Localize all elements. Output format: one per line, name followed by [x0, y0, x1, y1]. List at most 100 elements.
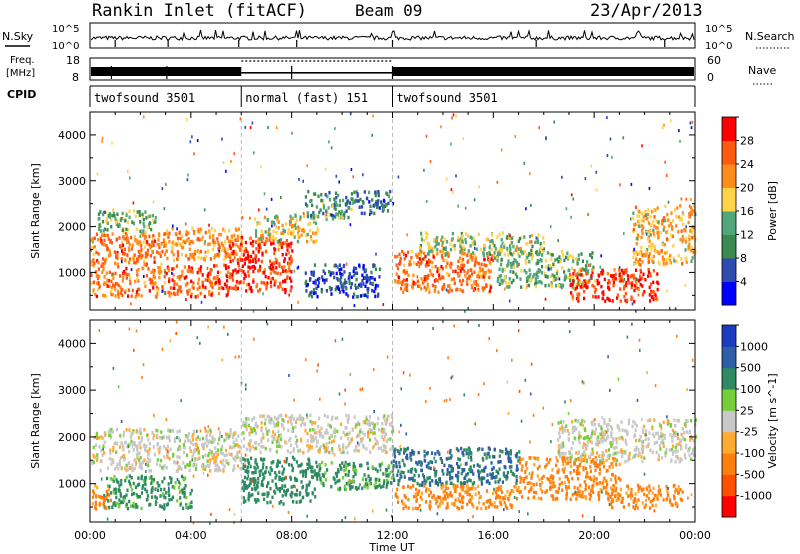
- power-scatter-cell: [129, 176, 131, 180]
- velocity-cell: [355, 423, 358, 427]
- velocity-cell: [244, 458, 247, 462]
- power-cell: [187, 231, 190, 235]
- power-cell: [162, 238, 165, 242]
- velocity-cell: [271, 495, 274, 500]
- power-cell: [292, 230, 295, 234]
- power-cell: [236, 234, 240, 239]
- power-cell: [467, 234, 470, 238]
- velocity-cell: [143, 443, 146, 447]
- power-cell: [665, 261, 668, 266]
- velocity-cell: [345, 445, 348, 450]
- power-scatter-cell: [611, 155, 613, 159]
- power-cell: [271, 276, 274, 281]
- velocity-cell: [295, 488, 299, 493]
- power-cell: [515, 260, 519, 265]
- power-cell: [427, 258, 430, 262]
- power-cell: [165, 271, 168, 276]
- velocity-cell: [396, 495, 399, 499]
- power-scatter-cell: [293, 269, 296, 273]
- power-cell: [122, 235, 125, 239]
- power-cell: [217, 247, 220, 251]
- power-cell: [99, 229, 102, 233]
- power-cell: [274, 270, 277, 275]
- power-cell: [563, 258, 566, 262]
- velocity-cell: [362, 443, 365, 447]
- power-cell: [340, 272, 343, 277]
- power-cell: [469, 278, 472, 283]
- velocity-cell: [261, 466, 265, 470]
- power-cell: [538, 250, 542, 255]
- power-cell: [512, 250, 515, 255]
- power-scatter-cell: [268, 266, 270, 269]
- nsky-line: [90, 29, 695, 42]
- power-cell: [203, 241, 206, 246]
- power-cell: [117, 289, 120, 294]
- power-cell: [306, 232, 309, 237]
- power-cell: [176, 292, 179, 296]
- velocity-cell: [293, 457, 296, 462]
- power-cell: [239, 236, 242, 240]
- power-cell: [457, 238, 460, 242]
- power-cell: [684, 229, 687, 233]
- velocity-cell: [285, 457, 288, 461]
- power-cell: [217, 291, 221, 296]
- velocity-cell: [229, 428, 232, 432]
- power-cell: [507, 253, 510, 257]
- power-cell: [234, 268, 237, 272]
- velocity-cell: [285, 441, 288, 445]
- power-cell: [156, 242, 159, 247]
- velocity-cell: [477, 484, 480, 489]
- power-cell: [99, 236, 102, 240]
- power-cell: [279, 284, 282, 289]
- velocity-cell: [483, 469, 486, 473]
- velocity-cell: [285, 460, 288, 464]
- power-cell: [271, 238, 274, 242]
- velocity-cell: [288, 416, 291, 420]
- nsearch-label: N.Search: [745, 30, 795, 43]
- power-scatter-cell: [230, 159, 232, 163]
- velocity-cell: [264, 470, 267, 474]
- power-cell: [483, 244, 486, 248]
- power-cell: [646, 217, 649, 221]
- power-cell: [618, 279, 621, 283]
- velocity-cell: [557, 486, 560, 491]
- power-cell: [461, 235, 464, 240]
- power-cell: [121, 243, 125, 247]
- velocity-cell: [347, 469, 350, 474]
- power-cell: [635, 268, 638, 272]
- power-cell: [152, 270, 155, 275]
- velocity-cell: [481, 447, 484, 452]
- power-cell: [232, 252, 235, 256]
- power-cell: [134, 295, 137, 299]
- velocity-cell: [147, 438, 150, 442]
- power-cell: [225, 284, 228, 288]
- velocity-cell: [352, 467, 355, 472]
- velocity-cell: [94, 483, 97, 488]
- power-cell: [333, 203, 336, 207]
- power-cell: [395, 272, 398, 276]
- power-cell: [271, 220, 274, 224]
- power-scatter-cell: [630, 182, 633, 186]
- power-cell: [191, 226, 194, 231]
- power-cell: [317, 194, 320, 198]
- power-cell: [635, 249, 638, 254]
- power-cell: [145, 216, 148, 220]
- power-scatter-cell: [161, 187, 164, 191]
- velocity-cell: [127, 467, 130, 472]
- velocity-cell: [365, 447, 368, 451]
- velocity-cell: [509, 449, 512, 453]
- power-cell: [110, 241, 113, 245]
- power-cell: [639, 274, 642, 278]
- power-cell: [131, 288, 134, 293]
- power-cell: [425, 263, 428, 267]
- power-scatter-cell: [164, 292, 167, 295]
- power-cell: [441, 240, 444, 245]
- velocity-cell: [368, 415, 372, 419]
- power-cell: [339, 199, 342, 203]
- velocity-cell: [108, 433, 111, 438]
- power-cell: [260, 234, 263, 238]
- velocity-cell: [499, 501, 502, 505]
- power-cell: [656, 250, 659, 254]
- velocity-cell: [298, 417, 301, 421]
- power-cell: [670, 225, 674, 229]
